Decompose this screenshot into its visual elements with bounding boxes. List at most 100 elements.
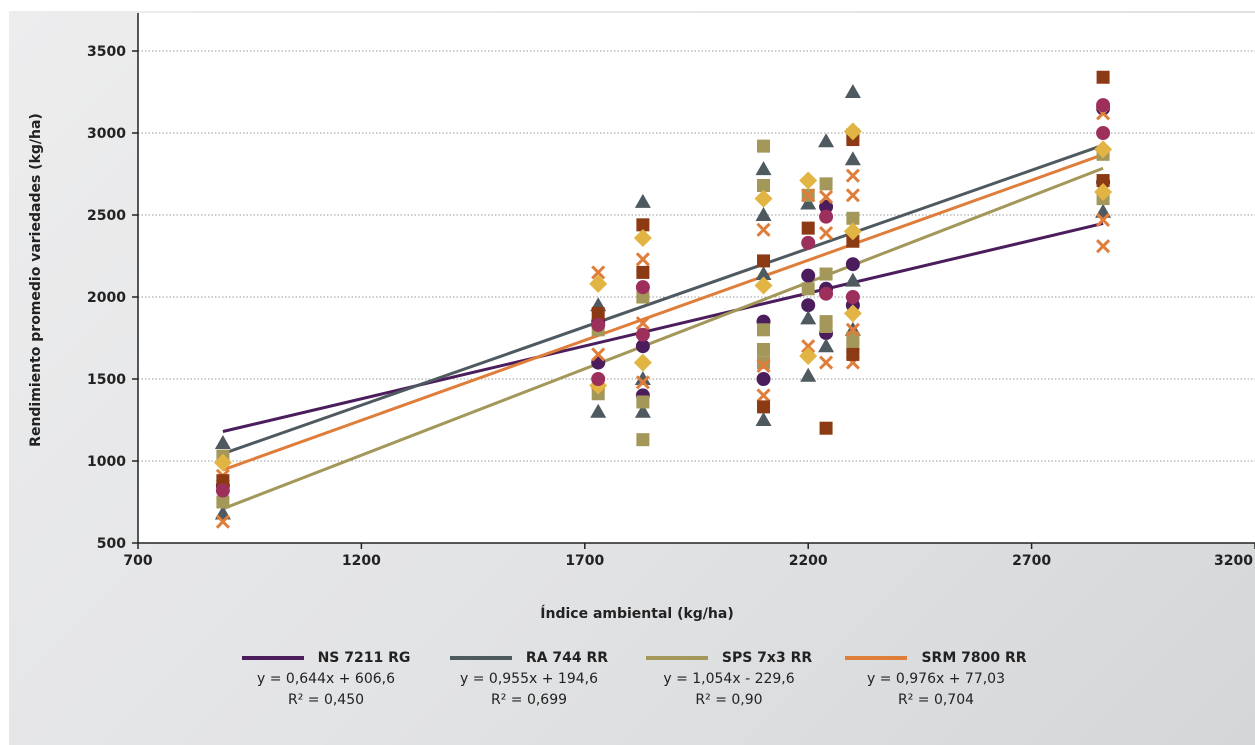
legend-item-srm-7800-rr: SRM 7800 RR y = 0,976x + 77,03 R² = 0,70… — [831, 650, 1041, 711]
data-point-series-3 — [819, 189, 834, 205]
data-point-series-2 — [819, 267, 833, 281]
data-point-series-6 — [215, 483, 230, 498]
data-point-series-3 — [819, 355, 834, 370]
legend-equation: y = 1,054x - 229,6 — [663, 671, 795, 687]
data-point-series-2 — [636, 433, 650, 447]
data-point-series-1 — [844, 151, 861, 166]
data-point-series-4 — [636, 265, 650, 279]
data-point-series-1 — [214, 434, 231, 449]
x-tick-label: 2200 — [789, 553, 828, 569]
data-point-series-2 — [846, 211, 860, 225]
data-point-series-3 — [591, 347, 606, 362]
legend-item-sps-7x3-rr: SPS 7x3 RR y = 1,054x - 229,6 R² = 0,90 — [624, 650, 834, 711]
legend-series-name: RA 744 RR — [525, 650, 609, 666]
data-point-series-2 — [757, 323, 771, 337]
data-point-series-1 — [755, 266, 772, 281]
data-point-series-0 — [801, 298, 816, 313]
data-point-series-6 — [1096, 98, 1111, 113]
data-point-series-4 — [846, 347, 860, 361]
x-axis-label: Índice ambiental (kg/ha) — [540, 606, 734, 622]
trend-line-1 — [222, 143, 1104, 456]
data-point-series-4 — [636, 218, 650, 232]
data-point-series-1 — [800, 367, 817, 382]
y-tick-label: 500 — [97, 536, 126, 552]
y-tick-label: 1500 — [87, 372, 126, 388]
data-point-series-3 — [819, 225, 834, 241]
legend-equation: y = 0,644x + 606,6 — [257, 671, 395, 687]
data-point-series-1 — [818, 338, 835, 353]
data-point-series-0 — [819, 199, 834, 214]
data-point-series-4 — [801, 221, 815, 235]
x-tick-label: 700 — [123, 553, 152, 569]
data-point-series-1 — [818, 133, 835, 148]
data-point-series-3 — [591, 265, 606, 280]
data-point-series-2 — [757, 139, 771, 153]
data-point-series-5 — [754, 276, 773, 295]
plot-area — [138, 13, 1255, 543]
data-point-series-5 — [799, 347, 818, 366]
legend-r-squared: R² = 0,90 — [695, 692, 763, 708]
data-point-series-1 — [634, 371, 651, 385]
legend-swatch — [845, 656, 908, 660]
axes — [132, 13, 1255, 549]
data-point-series-1 — [844, 272, 861, 287]
data-point-series-1 — [800, 310, 817, 325]
data-point-series-2 — [757, 356, 771, 370]
data-point-series-5 — [754, 189, 773, 208]
scatter-chart: 500 1000 1500 2000 2500 3000 3500 700 1200 1700 22… — [87, 13, 1255, 569]
data-point-series-6 — [801, 235, 816, 250]
data-point-series-1 — [844, 84, 861, 98]
data-point-series-2 — [801, 282, 815, 296]
data-point-series-5 — [843, 122, 862, 141]
data-points — [213, 70, 1113, 529]
data-point-series-4 — [846, 234, 860, 248]
data-point-series-4 — [591, 306, 605, 320]
legend-series-name: SPS 7x3 RR — [721, 650, 813, 666]
legend-r-squared: R² = 0,704 — [897, 692, 975, 708]
data-point-series-6 — [635, 280, 650, 295]
legend-r-squared: R² = 0,699 — [490, 692, 568, 708]
data-point-series-1 — [634, 403, 651, 418]
y-tick-label: 2500 — [87, 208, 126, 224]
data-point-series-5 — [213, 453, 232, 472]
x-tick-label: 3200 — [1214, 553, 1253, 569]
data-point-series-6 — [845, 290, 860, 304]
legend-swatch — [241, 656, 304, 660]
data-point-series-6 — [819, 286, 834, 301]
legend-series-name: NS 7211 RG — [317, 650, 411, 666]
legend-item-ra-744-rr: RA 744 RR y = 0,955x + 194,6 R² = 0,699 — [424, 650, 634, 711]
data-point-series-2 — [819, 177, 833, 191]
data-point-series-3 — [635, 316, 650, 331]
legend-item-ns-7211-rg: NS 7211 RG y = 0,644x + 606,6 R² = 0,450 — [221, 650, 431, 711]
data-point-series-3 — [801, 339, 816, 354]
data-point-series-0 — [756, 372, 771, 386]
data-point-series-3 — [215, 514, 230, 529]
data-point-series-3 — [756, 358, 771, 373]
data-point-series-6 — [635, 327, 650, 342]
data-point-series-1 — [755, 161, 772, 176]
trend-lines — [222, 143, 1104, 511]
legend-equation: y = 0,976x + 77,03 — [867, 671, 1005, 687]
data-point-series-4 — [819, 421, 833, 435]
y-tick-label: 1000 — [87, 454, 126, 470]
data-point-series-3 — [756, 222, 771, 237]
data-point-series-5 — [589, 274, 608, 293]
data-point-series-5 — [799, 171, 818, 190]
data-point-series-1 — [634, 193, 651, 208]
data-point-series-4 — [1096, 174, 1110, 188]
x-tick-label: 2700 — [1012, 553, 1051, 569]
y-tick-label: 3000 — [87, 126, 126, 142]
data-point-series-5 — [1094, 140, 1113, 159]
data-point-series-1 — [755, 412, 772, 426]
data-point-series-1 — [800, 195, 817, 210]
data-point-series-4 — [757, 400, 771, 414]
legend-equation: y = 0,955x + 194,6 — [460, 671, 598, 687]
grid-lines — [138, 13, 1255, 543]
data-point-series-2 — [636, 290, 650, 304]
data-point-series-6 — [1096, 126, 1111, 140]
legend-series-name: SRM 7800 RR — [921, 650, 1027, 666]
data-point-series-0 — [635, 339, 650, 354]
tick-labels: 500 1000 1500 2000 2500 3000 3500 700 1200 1700 22… — [87, 44, 1253, 569]
legend-swatch — [645, 656, 708, 660]
data-point-series-2 — [636, 395, 650, 409]
